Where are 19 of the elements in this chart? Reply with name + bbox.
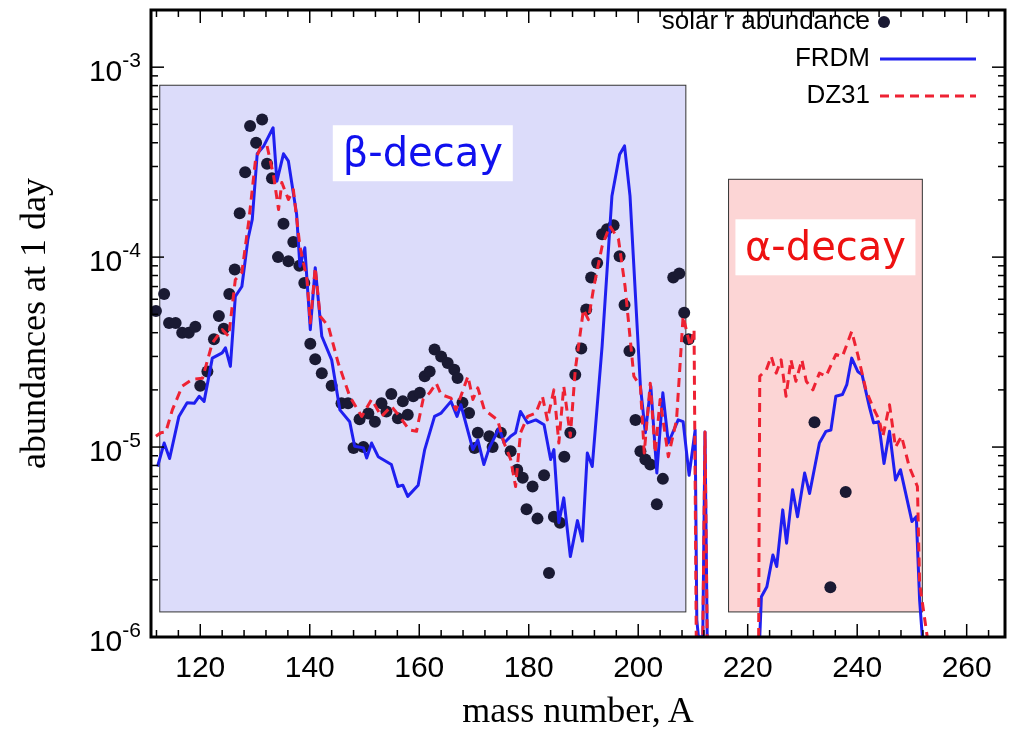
- x-axis-title: mass number, A: [462, 690, 694, 730]
- x-tick-label: 160: [394, 649, 445, 683]
- x-tick-label: 220: [722, 649, 773, 683]
- y-axis-title: abundances at 1 day: [13, 178, 53, 469]
- x-tick-label: 260: [941, 649, 992, 683]
- y-tick-label: 10$^{-6}$: [88, 618, 141, 657]
- legend-label: solar r abundance: [661, 4, 870, 35]
- y-tick-label: 10$^{-3}$: [88, 48, 141, 88]
- y-tick-label: 10$^{-5}$: [88, 428, 141, 467]
- band-label: α-decay: [744, 223, 906, 270]
- x-tick-label: 140: [284, 649, 335, 683]
- band-label: β-decay: [342, 129, 503, 176]
- x-tick-label: 180: [503, 649, 554, 683]
- legend-label: DZ31: [806, 78, 870, 109]
- legend-label: FRDM: [794, 41, 870, 72]
- y-tick-label: 10$^{-4}$: [88, 238, 142, 278]
- x-tick-label: 240: [832, 649, 883, 683]
- x-tick-label: 120: [175, 649, 226, 683]
- x-tick-label: 200: [613, 649, 664, 683]
